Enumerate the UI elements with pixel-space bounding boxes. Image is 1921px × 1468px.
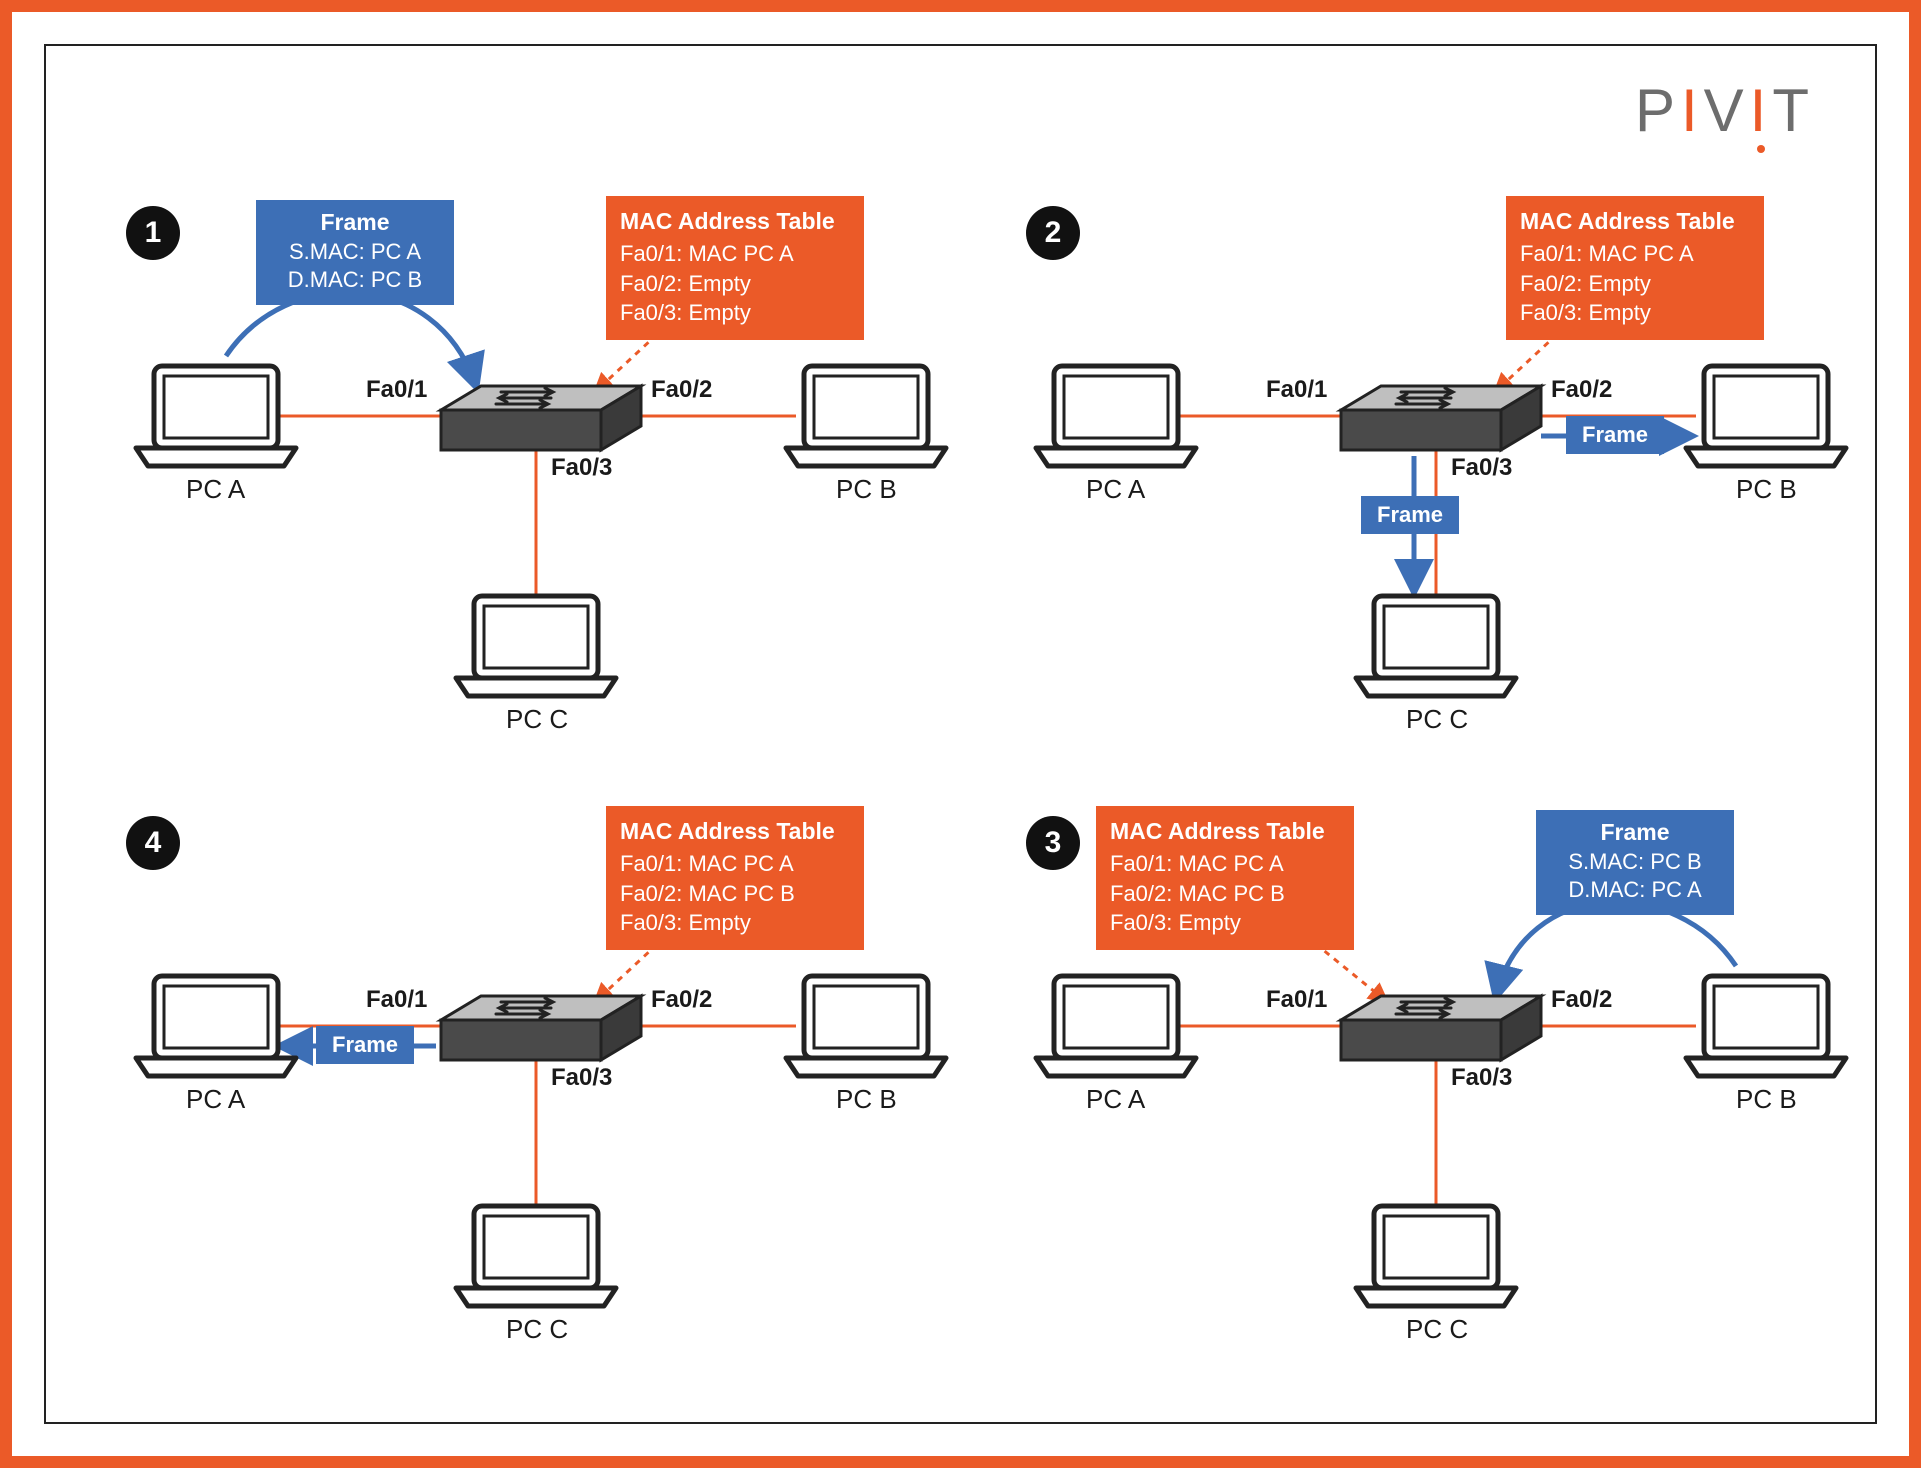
step-badge: 3 [1026, 816, 1080, 870]
frame-title: Frame [270, 208, 440, 238]
panel-step-4: 4 MAC Address Table Fa0/1: MAC PC A Fa0/… [106, 806, 956, 1366]
mac-table-row: Fa0/1: MAC PC A [1520, 239, 1750, 269]
pc-label: PC C [506, 704, 568, 735]
mac-table-row: Fa0/3: Empty [620, 908, 850, 938]
frame-pill: Frame [316, 1026, 414, 1064]
frame-detail-box: Frame S.MAC: PC B D.MAC: PC A [1536, 810, 1734, 915]
mac-table-row: Fa0/2: MAC PC B [1110, 879, 1340, 909]
mac-table-row: Fa0/3: Empty [620, 298, 850, 328]
mac-address-table: MAC Address Table Fa0/1: MAC PC A Fa0/2:… [1096, 806, 1354, 950]
mac-table-row: Fa0/3: Empty [1110, 908, 1340, 938]
mac-table-row: Fa0/2: Empty [620, 269, 850, 299]
panel-step-2: 2 MAC Address Table Fa0/1: MAC PC A Fa0/… [1006, 196, 1856, 756]
port-label: Fa0/3 [551, 1064, 612, 1092]
mac-table-title: MAC Address Table [620, 206, 850, 237]
frame-line: S.MAC: PC A [270, 238, 440, 267]
mac-table-title: MAC Address Table [620, 816, 850, 847]
mac-address-table: MAC Address Table Fa0/1: MAC PC A Fa0/2:… [606, 196, 864, 340]
frame-title: Frame [1550, 818, 1720, 848]
mac-table-row: Fa0/1: MAC PC A [620, 239, 850, 269]
inner-canvas: PIVIT [44, 44, 1877, 1424]
step-badge: 2 [1026, 206, 1080, 260]
frame-detail-box: Frame S.MAC: PC A D.MAC: PC B [256, 200, 454, 305]
mac-table-row: Fa0/1: MAC PC A [1110, 849, 1340, 879]
mac-table-row: Fa0/3: Empty [1520, 298, 1750, 328]
pc-label: PC B [1736, 474, 1797, 505]
pc-label: PC A [186, 1084, 245, 1115]
frame-pill: Frame [1361, 496, 1459, 534]
port-label: Fa0/1 [366, 376, 427, 404]
mac-table-title: MAC Address Table [1520, 206, 1750, 237]
mac-table-row: Fa0/2: Empty [1520, 269, 1750, 299]
port-label: Fa0/1 [366, 986, 427, 1014]
port-label: Fa0/2 [1551, 986, 1612, 1014]
frame-pill: Frame [1566, 416, 1664, 454]
port-label: Fa0/1 [1266, 376, 1327, 404]
mac-table-title: MAC Address Table [1110, 816, 1340, 847]
frame-line: D.MAC: PC A [1550, 876, 1720, 905]
frame-line: D.MAC: PC B [270, 266, 440, 295]
pc-label: PC C [1406, 704, 1468, 735]
pc-label: PC C [506, 1314, 568, 1345]
port-label: Fa0/2 [1551, 376, 1612, 404]
step-badge: 1 [126, 206, 180, 260]
port-label: Fa0/3 [1451, 1064, 1512, 1092]
mac-table-row: Fa0/2: MAC PC B [620, 879, 850, 909]
port-label: Fa0/3 [1451, 454, 1512, 482]
port-label: Fa0/3 [551, 454, 612, 482]
panel-step-3: 3 MAC Address Table Fa0/1: MAC PC A Fa0/… [1006, 806, 1856, 1366]
pc-label: PC C [1406, 1314, 1468, 1345]
outer-frame: PIVIT [0, 0, 1921, 1468]
panel-step-1: 1 Frame S.MAC: PC A D.MAC: PC B MAC Addr… [106, 196, 956, 756]
mac-table-row: Fa0/1: MAC PC A [620, 849, 850, 879]
pc-label: PC B [836, 1084, 897, 1115]
pc-label: PC A [186, 474, 245, 505]
pc-label: PC A [1086, 1084, 1145, 1115]
frame-line: S.MAC: PC B [1550, 848, 1720, 877]
mac-address-table: MAC Address Table Fa0/1: MAC PC A Fa0/2:… [606, 806, 864, 950]
step-badge: 4 [126, 816, 180, 870]
pc-label: PC B [1736, 1084, 1797, 1115]
pc-label: PC B [836, 474, 897, 505]
brand-logo: PIVIT [1635, 76, 1815, 145]
port-label: Fa0/2 [651, 376, 712, 404]
mac-address-table: MAC Address Table Fa0/1: MAC PC A Fa0/2:… [1506, 196, 1764, 340]
pc-label: PC A [1086, 474, 1145, 505]
port-label: Fa0/2 [651, 986, 712, 1014]
port-label: Fa0/1 [1266, 986, 1327, 1014]
